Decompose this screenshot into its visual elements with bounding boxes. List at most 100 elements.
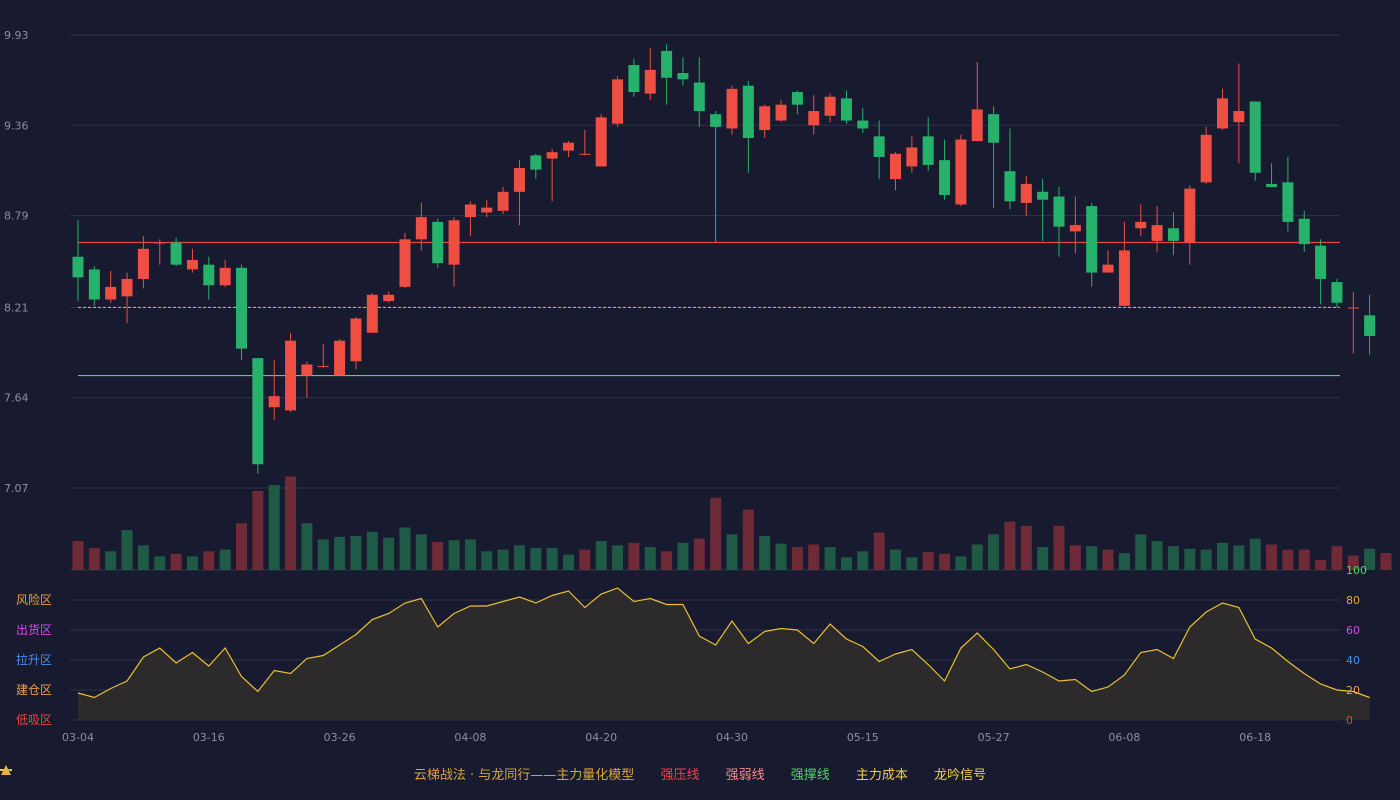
volume-bar bbox=[252, 490, 264, 570]
candle bbox=[840, 90, 852, 124]
candle bbox=[530, 153, 542, 180]
candle-body bbox=[726, 88, 738, 129]
volume-bar bbox=[317, 539, 329, 570]
candle bbox=[1249, 101, 1261, 181]
axis-labels: 9.93 9.36 8.79 8.21 7.64 7.07 100 80 60 40 20 0 风险区出… bbox=[4, 29, 1367, 744]
legend-item-main-cost[interactable]: 主力成本 bbox=[0, 768, 912, 783]
volume-bar bbox=[775, 543, 787, 570]
volume-bar bbox=[530, 547, 542, 570]
candle-body bbox=[1331, 282, 1343, 303]
candle-body bbox=[546, 152, 558, 159]
volume-bar bbox=[497, 549, 509, 570]
volume-bar bbox=[1233, 545, 1245, 570]
volume-bar bbox=[105, 551, 117, 570]
volume-bar bbox=[1037, 547, 1049, 570]
candle-body bbox=[236, 267, 247, 349]
candle bbox=[791, 90, 803, 115]
candle-body bbox=[513, 168, 525, 192]
candle bbox=[1118, 221, 1130, 306]
candle bbox=[497, 187, 509, 214]
volume-bar bbox=[971, 544, 983, 570]
candle bbox=[1364, 294, 1376, 355]
volume-bar bbox=[628, 542, 640, 570]
indicator-tick-label: 0 bbox=[1346, 714, 1353, 727]
candle-body bbox=[366, 294, 378, 333]
candle-body bbox=[1200, 134, 1212, 183]
candle bbox=[922, 117, 934, 172]
volume-bar bbox=[1053, 525, 1065, 570]
candle bbox=[334, 339, 346, 376]
legend-item-strength-line[interactable]: 强弱线 bbox=[0, 768, 769, 783]
volume-bar bbox=[1069, 545, 1081, 570]
x-tick-label: 05-27 bbox=[978, 731, 1010, 744]
volume-bar bbox=[268, 485, 280, 570]
candle-body bbox=[72, 256, 84, 278]
x-tick-label: 03-04 bbox=[62, 731, 94, 744]
candle bbox=[105, 271, 117, 303]
candle bbox=[236, 264, 247, 360]
candle bbox=[906, 136, 918, 173]
volume-bars bbox=[72, 476, 1392, 570]
volume-bar bbox=[840, 557, 852, 570]
candle-body bbox=[742, 85, 754, 138]
candle-body bbox=[170, 242, 182, 265]
zone-label: 建仓区 bbox=[16, 683, 52, 697]
volume-bar bbox=[448, 540, 460, 570]
price-tick-label: 7.07 bbox=[4, 482, 29, 495]
legend-label: 强撑线 bbox=[790, 768, 830, 783]
candle-body bbox=[334, 340, 346, 376]
candle-body bbox=[988, 114, 1000, 143]
candle bbox=[383, 291, 395, 303]
volume-bar bbox=[677, 542, 689, 570]
indicator-tick-label: 20 bbox=[1346, 684, 1360, 697]
candle bbox=[1069, 196, 1081, 254]
volume-bar bbox=[595, 541, 607, 570]
legend-item-dragon-signal[interactable]: 龙吟信号 bbox=[1, 765, 986, 783]
legend-title: 云梯战法 · 与龙同行——主力量化模型 bbox=[413, 768, 635, 783]
candle-body bbox=[88, 269, 100, 300]
candle-body bbox=[1167, 228, 1179, 241]
volume-bar bbox=[170, 553, 182, 570]
volume-bar bbox=[808, 544, 820, 570]
candle-body bbox=[383, 294, 395, 302]
candle bbox=[759, 104, 771, 138]
candles bbox=[72, 44, 1376, 474]
candle bbox=[1282, 156, 1294, 232]
volume-bar bbox=[285, 476, 297, 570]
legend-item-strong-support[interactable]: 强撑线 bbox=[0, 768, 834, 783]
candle-body bbox=[137, 248, 149, 279]
candle-body bbox=[939, 160, 951, 195]
volume-bar bbox=[1331, 546, 1343, 570]
volume-bar bbox=[1249, 538, 1261, 570]
candle bbox=[301, 361, 313, 398]
volume-bar bbox=[988, 534, 1000, 570]
legend-item-strong-resistance[interactable]: 强压线 bbox=[0, 768, 703, 783]
candle-body bbox=[857, 120, 869, 129]
candle bbox=[1151, 206, 1163, 252]
candle-body bbox=[219, 267, 231, 286]
candle-body bbox=[661, 50, 673, 78]
candle bbox=[1102, 250, 1114, 273]
candle bbox=[955, 134, 967, 207]
candle bbox=[742, 80, 754, 173]
candle-body bbox=[481, 207, 493, 213]
candle bbox=[824, 93, 836, 123]
candle-body bbox=[1086, 206, 1098, 273]
reference-lines bbox=[78, 241, 1340, 377]
candle bbox=[350, 316, 362, 370]
candle bbox=[1167, 212, 1179, 256]
candle bbox=[677, 57, 689, 86]
candle-body bbox=[1118, 250, 1130, 306]
candle bbox=[1200, 126, 1212, 184]
volume-bar bbox=[236, 523, 247, 570]
candle-body bbox=[203, 264, 215, 286]
volume-bar bbox=[906, 557, 918, 570]
volume-bar bbox=[791, 547, 803, 570]
x-tick-label: 06-08 bbox=[1108, 731, 1140, 744]
candle-body bbox=[791, 92, 803, 105]
volume-bar bbox=[1282, 549, 1294, 570]
candle-body bbox=[710, 114, 722, 127]
volume-bar bbox=[693, 538, 705, 570]
candle-body bbox=[464, 204, 476, 218]
